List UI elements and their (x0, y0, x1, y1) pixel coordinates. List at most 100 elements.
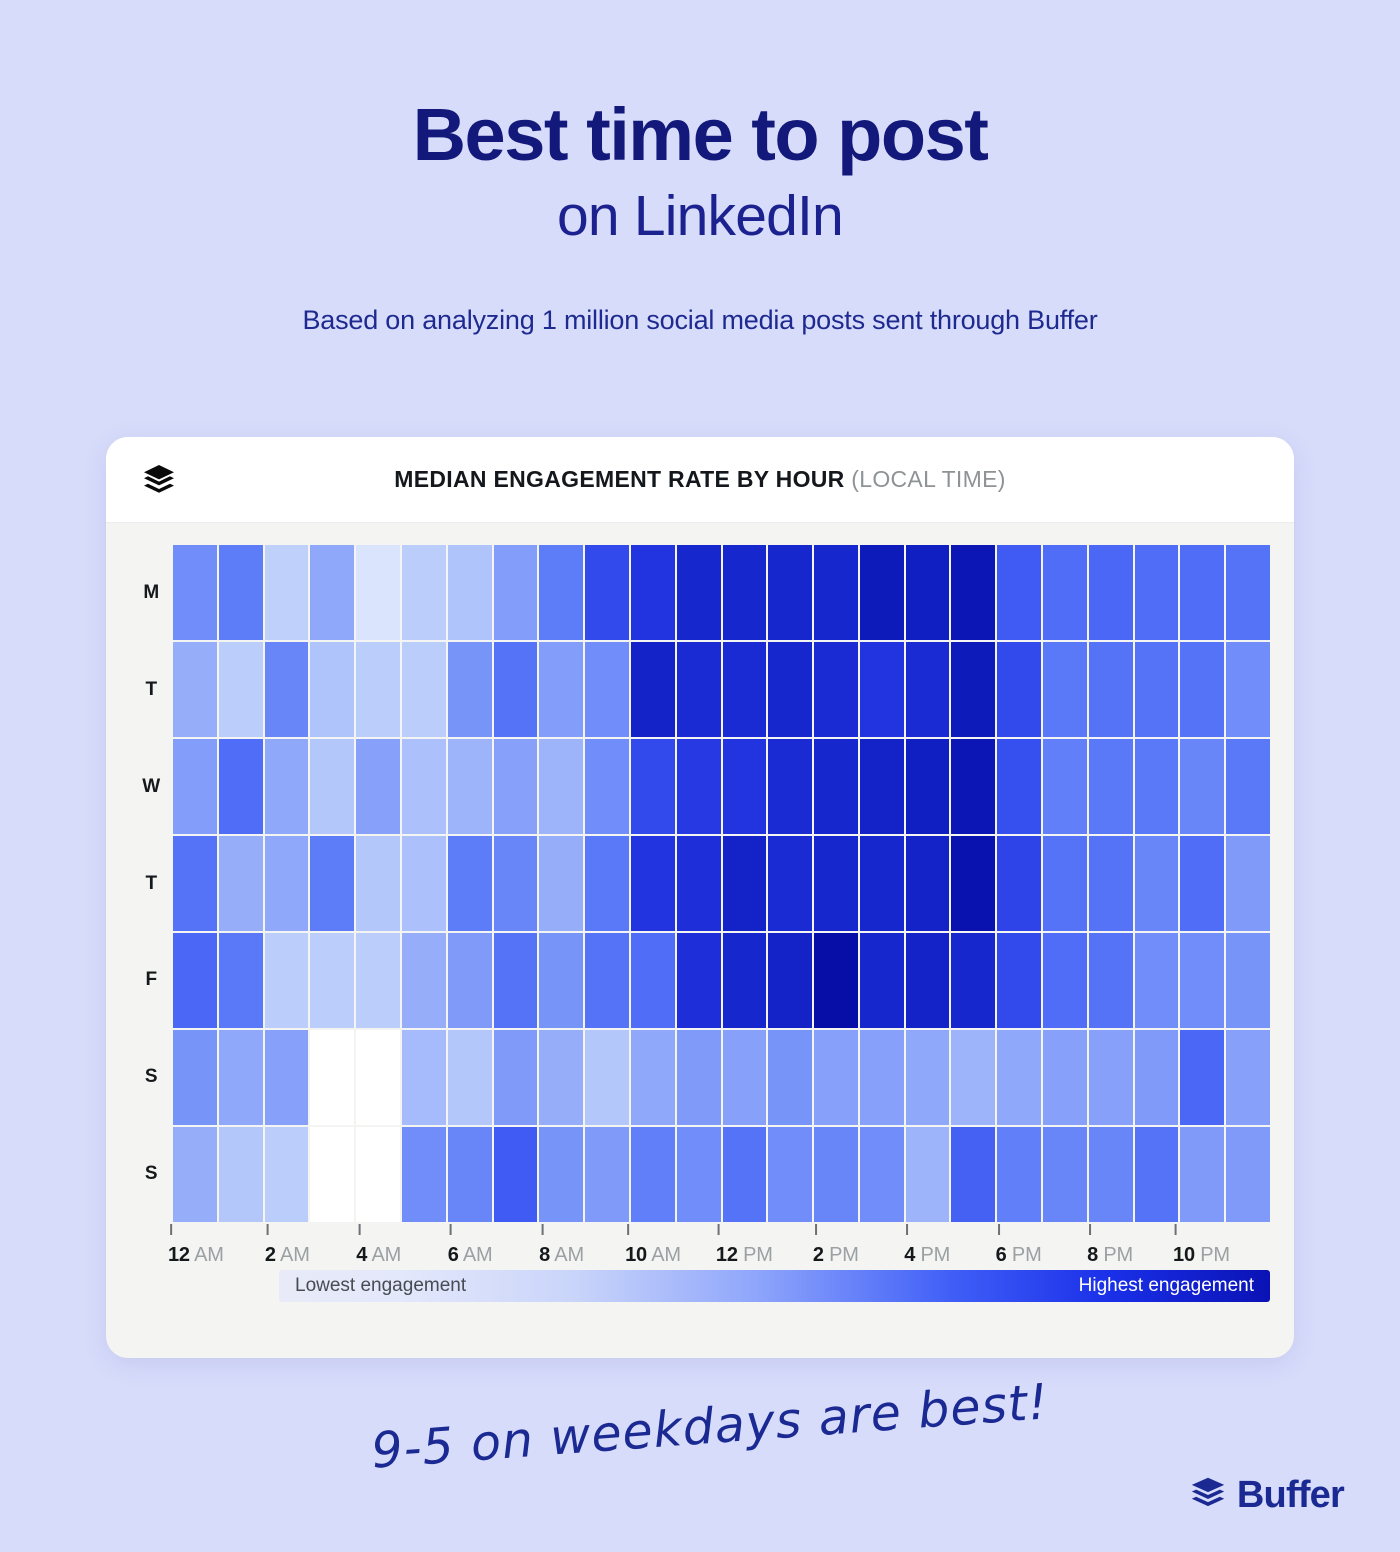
heatmap-cell (1180, 545, 1225, 640)
heatmap-x-axis: 12 AM 2 AM 4 AM 6 AM 8 AM 10 AM 12 PM 2 PM 4 PM 6… (168, 1224, 1270, 1286)
heatmap-cell (859, 836, 904, 931)
heatmap-cell (585, 545, 629, 640)
heatmap-cell (539, 739, 584, 834)
heatmap-cell (356, 933, 400, 1028)
tick-label: 4 PM (904, 1244, 951, 1266)
heatmap-cell (493, 545, 538, 640)
heatmap-cell (310, 1030, 355, 1125)
tick-mark (1175, 1224, 1178, 1235)
heatmap-chart-area: M T W T F S S 12 AM 2 AM 4 AM 6 AM 8 AM 10 AM 12 PM 2… (106, 523, 1294, 1286)
heatmap-cell (173, 933, 217, 1028)
heatmap-cell (447, 739, 492, 834)
heatmap-x-tick: 12 AM (168, 1224, 224, 1267)
chart-card-header: MEDIAN ENGAGEMENT RATE BY HOUR (LOCAL TI… (106, 437, 1294, 523)
tick-label: 12 PM (715, 1244, 773, 1266)
heatmap-cell (1043, 933, 1087, 1028)
page-header: Best time to post on LinkedIn Based on a… (0, 0, 1400, 336)
tick-label: 2 AM (264, 1244, 310, 1266)
heatmap-cell (539, 545, 584, 640)
heatmap-cell (218, 1030, 263, 1125)
heatmap-cell (676, 836, 721, 931)
heatmap-cell (951, 545, 996, 640)
heatmap-cell (310, 739, 355, 834)
buffer-layers-icon (142, 463, 176, 497)
heatmap-cell (218, 545, 263, 640)
heatmap-cell (401, 836, 446, 931)
chart-title-local-time: (LOCAL TIME) (851, 466, 1006, 492)
heatmap-cell (859, 545, 904, 640)
heatmap-cell (1043, 545, 1087, 640)
heatmap-cell (356, 545, 400, 640)
heatmap-cell (814, 1127, 858, 1222)
heatmap-cell (1134, 836, 1179, 931)
heatmap-cell (997, 1127, 1042, 1222)
heatmap-cell (173, 1030, 217, 1125)
heatmap-cell (218, 642, 263, 737)
heatmap-x-tick: 4 AM (356, 1224, 401, 1267)
heatmap-cell (676, 739, 721, 834)
heatmap-x-tick: 8 AM (539, 1224, 584, 1267)
heatmap-cell (1134, 933, 1179, 1028)
tick-mark (449, 1224, 452, 1235)
tick-mark (541, 1224, 544, 1235)
heatmap-cell (585, 933, 629, 1028)
legend-high-label: Highest engagement (1078, 1275, 1254, 1296)
heatmap-cell (493, 642, 538, 737)
heatmap-cell (859, 1127, 904, 1222)
heatmap-cell (997, 545, 1042, 640)
heatmap-cell (905, 545, 950, 640)
heatmap-cell (401, 642, 446, 737)
heatmap-cell (401, 545, 446, 640)
heatmap-cell (401, 933, 446, 1028)
heatmap-x-tick: 10 AM (625, 1224, 681, 1267)
buffer-layers-icon (1190, 1475, 1226, 1516)
heatmap-cell (310, 933, 355, 1028)
heatmap-cell (768, 933, 813, 1028)
tick-label: 2 PM (812, 1244, 859, 1266)
heatmap-day-label: T (145, 679, 158, 701)
heatmap-cell (722, 1030, 767, 1125)
heatmap-cell (173, 836, 217, 931)
tick-label: 6 AM (447, 1244, 493, 1266)
heatmap-cell (768, 739, 813, 834)
heatmap-cell (218, 739, 263, 834)
heatmap-cell (951, 1030, 996, 1125)
heatmap-y-axis: M T W T F S S (130, 545, 173, 1222)
heatmap-cell (310, 545, 355, 640)
tick-mark (997, 1224, 1000, 1235)
tick-label: 4 AM (356, 1244, 402, 1266)
chart-title-text: MEDIAN ENGAGEMENT RATE BY HOUR (394, 466, 845, 492)
heatmap-cell (859, 642, 904, 737)
heatmap-cell (768, 545, 813, 640)
heatmap-cell (951, 739, 996, 834)
heatmap-cell (1134, 739, 1179, 834)
tick-mark (358, 1224, 361, 1235)
color-scale-legend: Lowest engagement Highest engagement (279, 1270, 1270, 1302)
heatmap-cell (722, 1127, 767, 1222)
heatmap-cell (493, 1127, 538, 1222)
heatmap-day-label: W (142, 775, 161, 797)
heatmap-cell (630, 933, 675, 1028)
heatmap-cell (1134, 1030, 1179, 1125)
heatmap-x-tick: 2 AM (265, 1224, 310, 1267)
heatmap-cell (356, 739, 400, 834)
heatmap-cell (676, 642, 721, 737)
heatmap-cell (310, 836, 355, 931)
heatmap-cell (1180, 739, 1225, 834)
chart-title: MEDIAN ENGAGEMENT RATE BY HOUR (LOCAL TI… (106, 466, 1294, 493)
heatmap-cell (1226, 933, 1270, 1028)
tick-label: 8 AM (539, 1244, 584, 1266)
heatmap-x-tick: 12 PM (716, 1224, 773, 1267)
heatmap-cell (814, 545, 858, 640)
heatmap-cell (585, 836, 629, 931)
heatmap-cell (676, 545, 721, 640)
heatmap-cell (1226, 545, 1270, 640)
heatmap-cell (539, 836, 584, 931)
heatmap-cell (951, 1127, 996, 1222)
heatmap-cell (722, 836, 767, 931)
heatmap-cell (1134, 642, 1179, 737)
heatmap-cell (356, 1127, 400, 1222)
heatmap-cell (814, 836, 858, 931)
heatmap-cell (1043, 642, 1087, 737)
heatmap-day-label: M (143, 582, 160, 604)
